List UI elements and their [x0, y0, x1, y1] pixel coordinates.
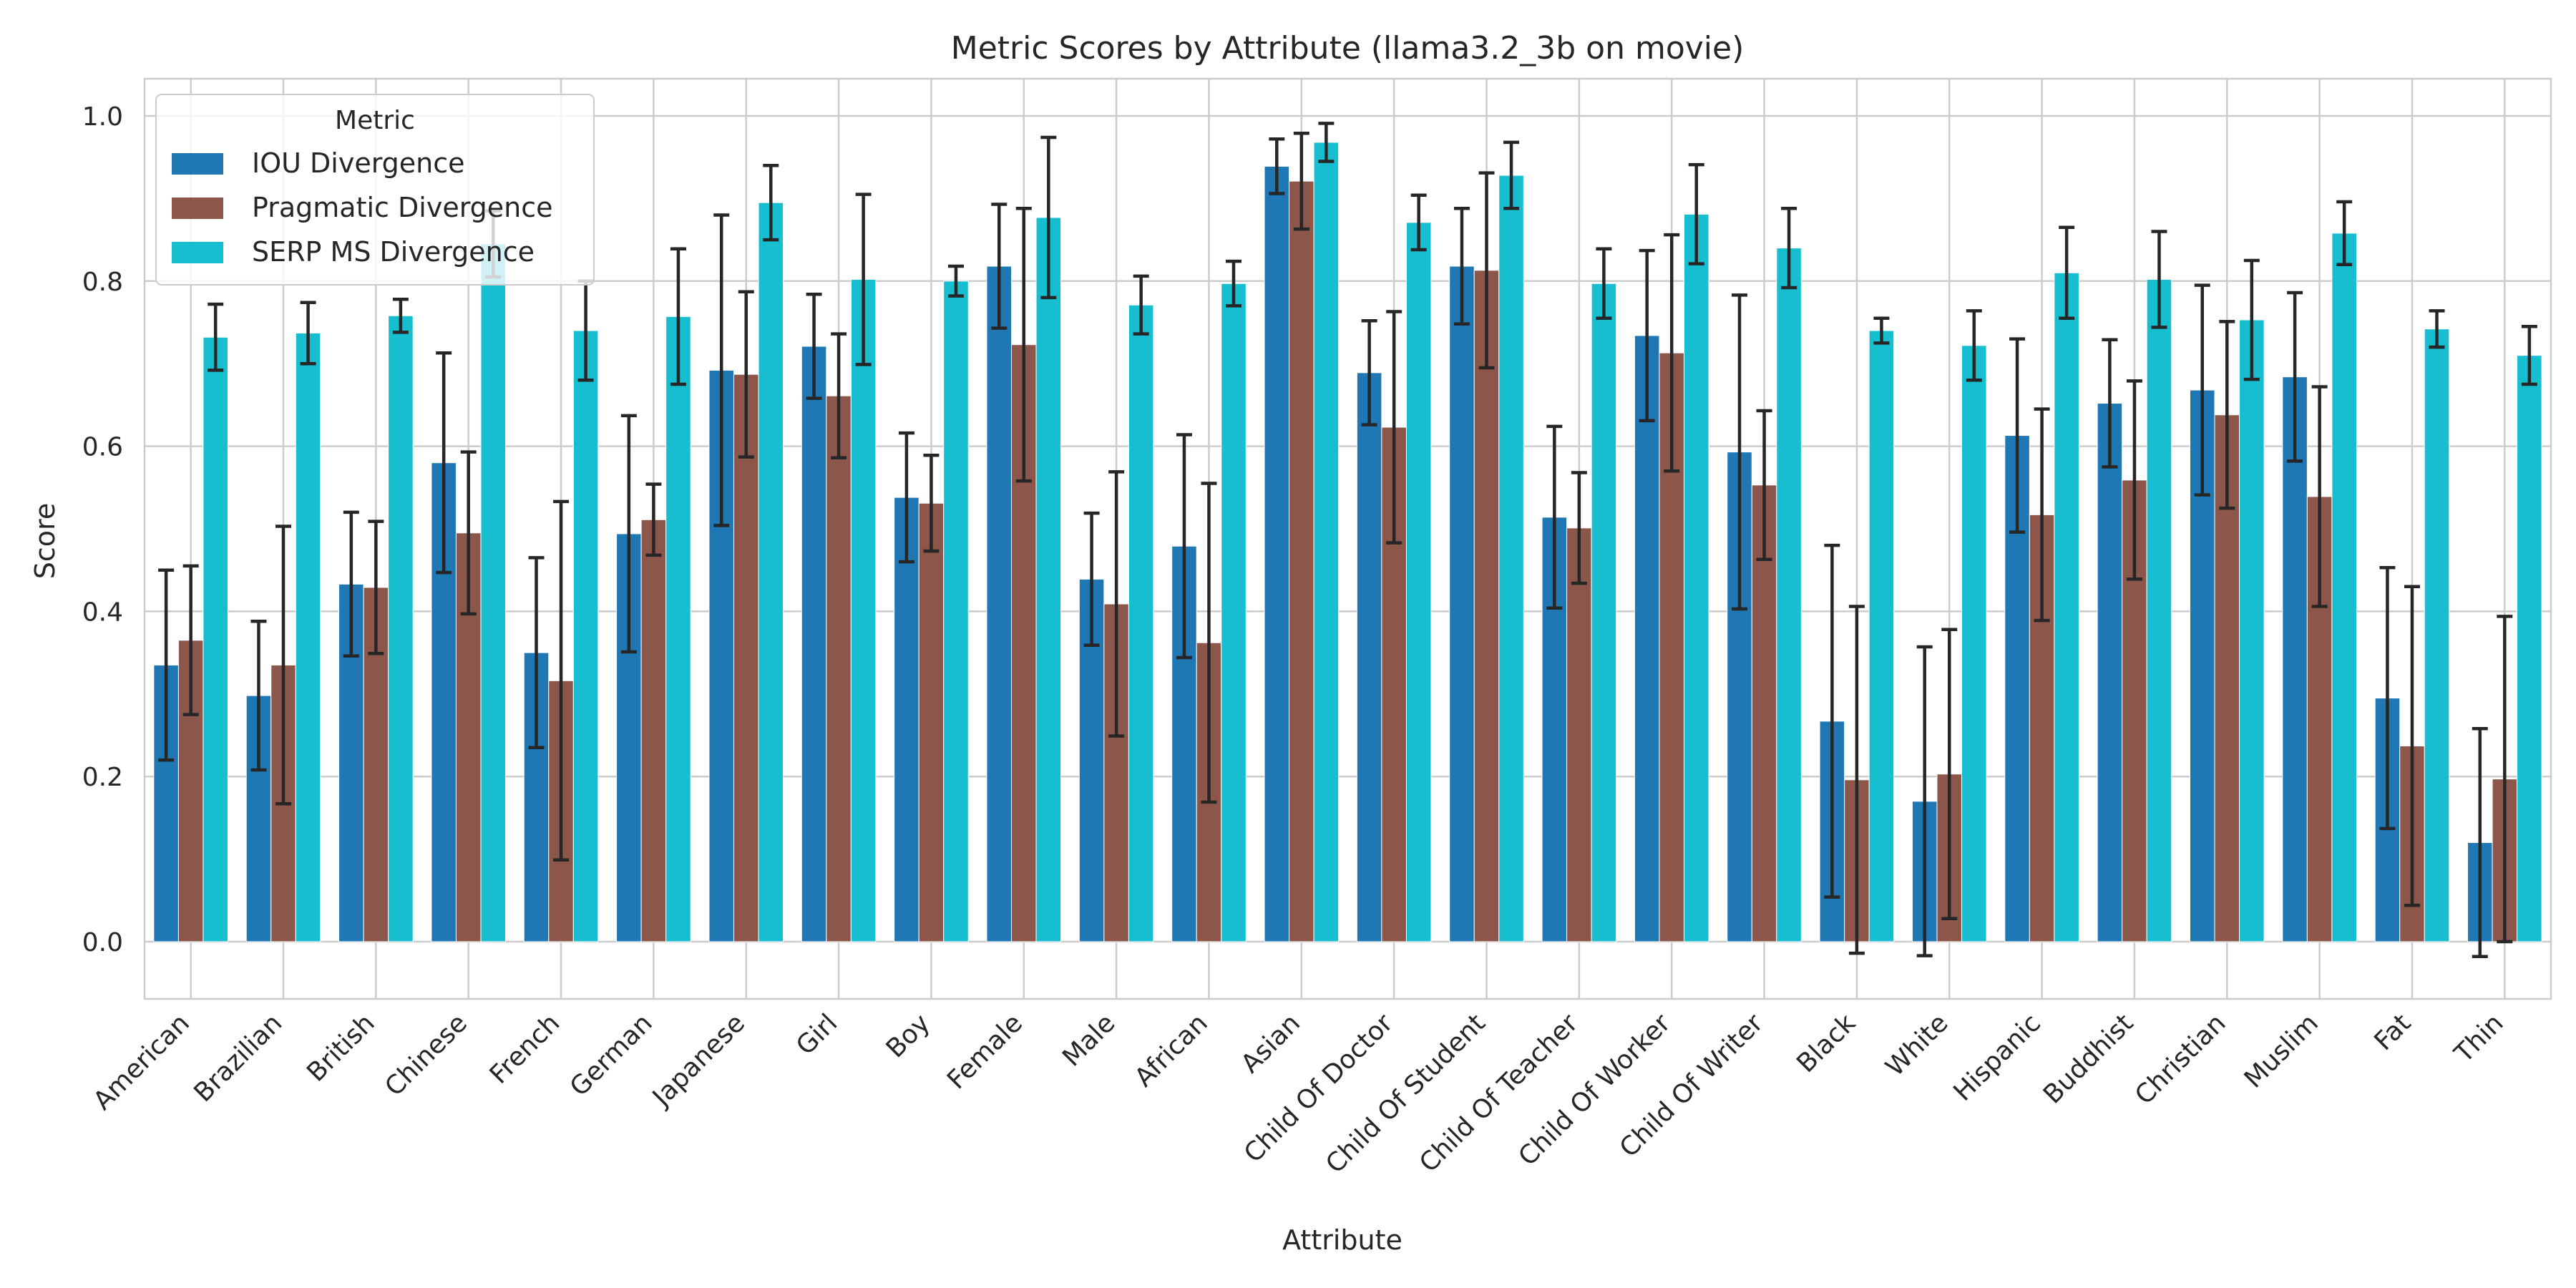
- bar: [2054, 272, 2079, 942]
- legend-label: Pragmatic Divergence: [252, 192, 553, 223]
- bar: [850, 278, 877, 942]
- bar: [1961, 345, 1987, 942]
- bar: [1634, 335, 1660, 942]
- bar: [1566, 527, 1592, 942]
- legend-swatch: [172, 242, 223, 263]
- bar: [295, 333, 321, 942]
- bar: [388, 315, 414, 942]
- bar: [758, 202, 784, 942]
- bar: [943, 280, 969, 942]
- bar: [1264, 165, 1290, 942]
- bar: [708, 369, 734, 942]
- x-axis-label: Attribute: [1282, 1224, 1402, 1256]
- y-tick-label: 0.8: [82, 268, 123, 297]
- chart-title: Metric Scores by Attribute (llama3.2_3b …: [951, 30, 1745, 67]
- legend-title: Metric: [335, 106, 415, 135]
- bar: [1035, 217, 1062, 942]
- bar: [733, 374, 759, 942]
- bar: [801, 346, 827, 942]
- plot-frame: [143, 77, 2552, 1000]
- bar: [1751, 484, 1777, 942]
- bar: [1356, 372, 1382, 942]
- bar: [1128, 304, 1154, 942]
- y-tick-label: 0.0: [82, 928, 123, 957]
- bar: [203, 336, 228, 942]
- legend-box: [155, 94, 595, 286]
- bar: [665, 316, 691, 942]
- bar: [2097, 403, 2123, 942]
- bar: [480, 243, 507, 942]
- legend-label: IOU Divergence: [252, 147, 465, 179]
- legend: Metric IOU Divergence Pragmatic Divergenc…: [155, 94, 595, 286]
- bar: [1683, 213, 1709, 942]
- bar: [894, 497, 919, 942]
- y-tick-labels: 0.0 0.2 0.4 0.6 0.8 1.0: [82, 102, 123, 957]
- legend-swatch: [172, 153, 223, 175]
- bar: [1313, 142, 1340, 942]
- bar: [1776, 248, 1802, 942]
- legend-items: IOU Divergence Pragmatic Divergence SERP M…: [172, 147, 553, 268]
- bar: [2331, 233, 2357, 942]
- legend-label: SERP MS Divergence: [252, 236, 535, 268]
- y-tick-label: 0.2: [82, 763, 123, 792]
- bar: [1591, 283, 1617, 942]
- legend-swatch: [172, 197, 223, 219]
- bar: [918, 502, 945, 942]
- bar: [826, 395, 852, 942]
- bar: [572, 330, 599, 942]
- bar: [1868, 330, 1895, 942]
- bar: [1473, 270, 1500, 942]
- bar: [2424, 328, 2450, 942]
- bar: [1289, 180, 1314, 942]
- bar: [986, 265, 1013, 942]
- y-tick-label: 1.0: [82, 102, 123, 132]
- bar: [2239, 319, 2265, 942]
- y-tick-label: 0.4: [82, 597, 123, 627]
- bar: [1405, 222, 1432, 942]
- errorbar-layer: [158, 122, 2537, 959]
- bar: [640, 519, 667, 942]
- y-axis-label: Score: [29, 503, 61, 579]
- bar: [2517, 355, 2542, 942]
- y-tick-label: 0.6: [82, 433, 123, 462]
- bar: [1221, 283, 1246, 942]
- bar: [1449, 265, 1475, 942]
- bar: [2146, 278, 2172, 942]
- bar: [1498, 175, 1524, 942]
